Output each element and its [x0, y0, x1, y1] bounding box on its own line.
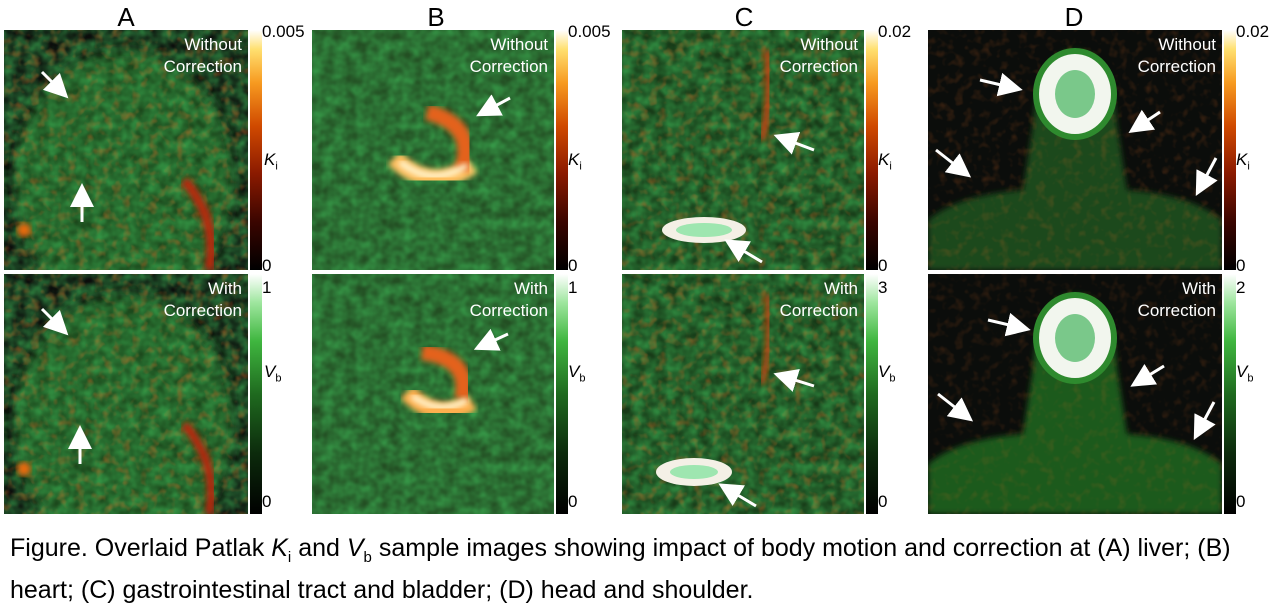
vb-colorbar: [866, 274, 878, 514]
panel-letter-b: B: [427, 2, 445, 32]
ki-colorbar: [250, 30, 262, 270]
ki-min-label: 0: [878, 256, 888, 275]
vb-max-label: 3: [878, 278, 888, 297]
with-correction-label: With Correction: [779, 279, 858, 320]
vb-colorbar: [556, 274, 568, 514]
vb-symbol-label: Vb: [878, 362, 896, 385]
with-correction-label: With Correction: [163, 279, 242, 320]
ki-min-label: 0: [1236, 256, 1246, 275]
ki-symbol-label: Ki: [1236, 150, 1250, 173]
ki-max-label: 0.005: [568, 22, 611, 41]
panel-c-with-correction-image: With Correction: [622, 274, 864, 514]
with-correction-label: With Correction: [469, 279, 548, 320]
panel-d-with-correction-image: With Correction: [928, 274, 1222, 514]
ki-symbol-label: Ki: [568, 150, 582, 173]
without-correction-label: Without Correction: [469, 35, 548, 76]
ki-min-label: 0: [568, 256, 578, 275]
vb-colorbar: [250, 274, 262, 514]
panel-c-without-correction-image: Without Correction: [622, 30, 864, 270]
without-correction-label: Without Correction: [1137, 35, 1216, 76]
figure-caption: Figure. Overlaid Patlak Ki and Vb sample…: [10, 534, 1231, 604]
ki-max-label: 0.005: [262, 22, 305, 41]
vb-min-label: 0: [1236, 492, 1246, 511]
panel-letter-d: D: [1064, 2, 1084, 32]
with-correction-label: With Correction: [1137, 279, 1216, 320]
vb-symbol-label: Vb: [1236, 362, 1254, 385]
panel-a-with-correction-image: With Correction: [4, 274, 248, 514]
vb-min-label: 0: [568, 492, 578, 511]
panel-b-without-correction-image: Without Correction: [312, 30, 554, 270]
without-correction-label: Without Correction: [779, 35, 858, 76]
panel-letter-c: C: [734, 2, 754, 32]
ki-colorbar: [1224, 30, 1236, 270]
ki-max-label: 0.02: [878, 22, 912, 41]
vb-min-label: 0: [878, 492, 888, 511]
without-correction-label: Without Correction: [163, 35, 242, 76]
ki-symbol-label: Ki: [878, 150, 892, 173]
panel-b-with-correction-image: With Correction: [312, 274, 554, 514]
ki-max-label: 0.02: [1236, 22, 1270, 41]
vb-max-label: 1: [262, 278, 272, 297]
ki-min-label: 0: [262, 256, 272, 275]
vb-max-label: 2: [1236, 278, 1246, 297]
vb-min-label: 0: [262, 492, 272, 511]
vb-symbol-label: Vb: [568, 362, 586, 385]
vb-max-label: 1: [568, 278, 578, 297]
panel-d-without-correction-image: Without Correction: [928, 30, 1222, 270]
ki-symbol-label: Ki: [264, 150, 278, 173]
ki-colorbar: [866, 30, 878, 270]
vb-symbol-label: Vb: [264, 362, 282, 385]
panel-letter-a: A: [117, 2, 135, 32]
panel-a-without-correction-image: Without Correction: [4, 30, 248, 270]
vb-colorbar: [1224, 274, 1236, 514]
ki-colorbar: [556, 30, 568, 270]
